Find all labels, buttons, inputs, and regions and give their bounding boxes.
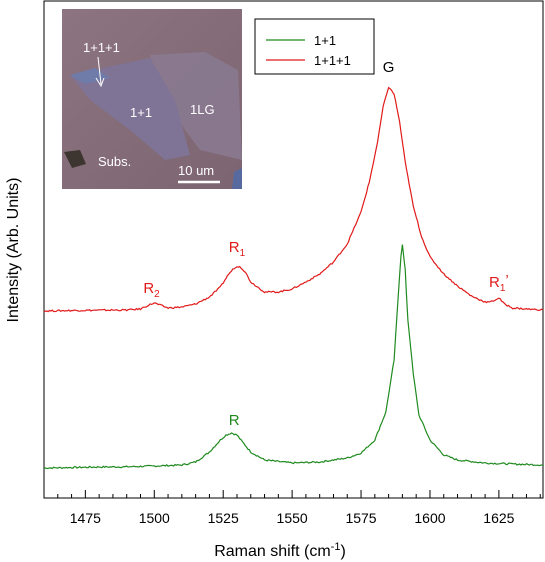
series-layer — [43, 86, 544, 470]
peak-label: R1 — [229, 239, 246, 259]
x-tick-label: 1525 — [208, 510, 239, 526]
peak-annotations: G R1 R2 R1’ R — [143, 59, 508, 429]
inset-label-1lg: 1LG — [190, 102, 215, 117]
inset-label-substrate: Subs. — [98, 154, 131, 169]
x-tick-label: 1550 — [277, 510, 308, 526]
series-line-1plus1plus1 — [43, 86, 544, 313]
x-tick-label: 1500 — [139, 510, 170, 526]
legend-label-1plus1plus1: 1+1+1 — [314, 53, 351, 68]
peak-label: R1’ — [489, 272, 509, 294]
x-tick-label: 1475 — [70, 510, 101, 526]
x-tick-label: 1600 — [414, 510, 445, 526]
inset-blue-corner — [232, 168, 242, 189]
x-axis-ticks: 1475 1500 1525 1550 1575 1600 1625 — [57, 490, 541, 526]
x-tick-label: 1575 — [345, 510, 376, 526]
inset-label-trilayer: 1+1+1 — [83, 40, 120, 55]
inset-dark-flake — [64, 150, 86, 168]
series-line-1plus1 — [43, 244, 543, 470]
inset-1lg-region — [150, 52, 242, 160]
peak-label: G — [383, 59, 395, 76]
x-axis-label-end: ) — [340, 543, 345, 560]
inset-scale-label: 10 um — [178, 163, 214, 178]
peak-label: R2 — [143, 280, 160, 300]
x-tick-label: 1625 — [483, 510, 514, 526]
x-axis-label: Raman shift (cm-1) — [214, 541, 346, 560]
legend: 1+1 1+1+1 — [254, 18, 375, 75]
x-axis-label-sup: -1 — [331, 541, 341, 553]
x-axis-label-main: Raman shift (cm — [214, 543, 330, 560]
legend-label-1plus1: 1+1 — [314, 33, 336, 48]
inset-optical-image: 1+1+1 1+1 1LG Subs. 10 um — [62, 9, 242, 189]
plot-frame — [43, 0, 544, 499]
inset-arrow-shaft — [97, 56, 102, 85]
peak-label: R — [229, 412, 240, 429]
legend-box — [254, 18, 375, 75]
inset-label-bilayer: 1+1 — [130, 105, 152, 120]
y-axis-label: Intensity (Arb. Units) — [5, 178, 22, 323]
inset-arrow-head — [95, 77, 105, 88]
